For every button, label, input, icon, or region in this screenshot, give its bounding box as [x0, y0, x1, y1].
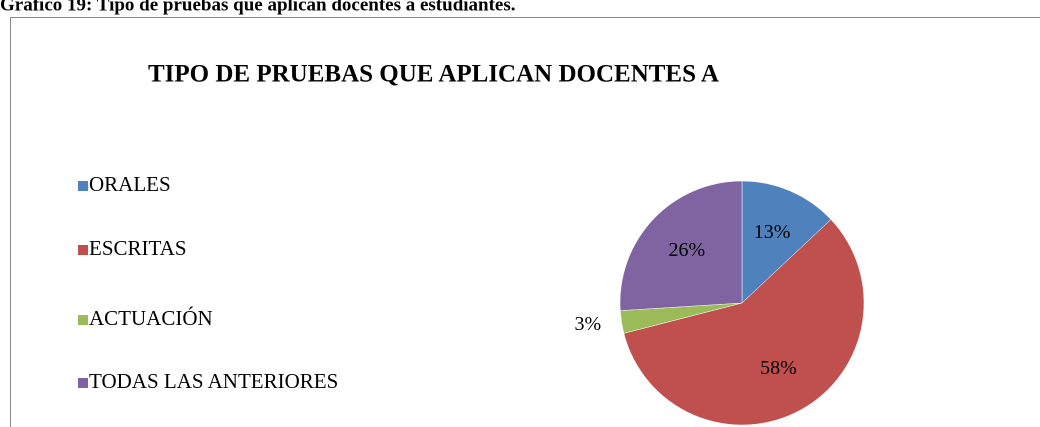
data-label: 26%: [669, 239, 706, 261]
legend-swatch: [78, 315, 88, 325]
data-label: 3%: [574, 313, 601, 335]
pie-slice: [619, 180, 743, 311]
pie-slice: [741, 180, 832, 304]
pie-slice: [623, 219, 865, 426]
legend-swatch: [78, 245, 88, 255]
data-label: 13%: [754, 221, 791, 243]
legend-swatch: [78, 181, 88, 191]
chart-title: TIPO DE PRUEBAS QUE APLICAN DOCENTES A: [148, 61, 719, 88]
legend-swatch: [78, 378, 88, 388]
legend-label: ESCRITAS: [89, 236, 187, 260]
legend-label: ACTUACIÓN: [89, 306, 213, 330]
legend-label: TODAS LAS ANTERIORES: [89, 369, 338, 393]
legend-label: ORALES: [89, 172, 171, 196]
chart-frame: [10, 17, 1040, 427]
caption: Gráfico 19: Tipo de pruebas que aplican …: [0, 0, 516, 15]
data-label: 58%: [760, 357, 797, 379]
